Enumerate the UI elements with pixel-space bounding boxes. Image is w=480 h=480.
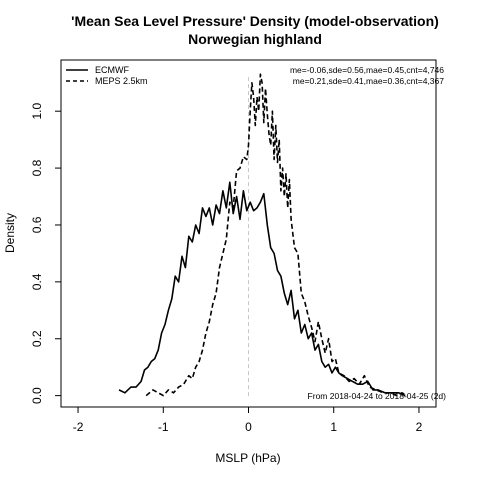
chart-title: 'Mean Sea Level Pressure' Density (model… <box>71 13 439 29</box>
series-layer <box>118 73 408 397</box>
x-tick-label: 1 <box>330 420 337 434</box>
y-tick-label: 0.2 <box>30 330 44 347</box>
x-tick-label: 0 <box>245 420 252 434</box>
stats-meps: me=0.21,sde=0.41,mae=0.36,cnt=4,367 <box>293 76 445 86</box>
stats-ecmwf: me=-0.06,sde=0.56,mae=0.45,cnt=4,746 <box>290 65 444 75</box>
y-axis-label: Density <box>3 213 17 253</box>
x-axis: -2 -1 0 1 2 <box>73 406 423 434</box>
legend-label-ecmwf: ECMWF <box>95 65 129 75</box>
y-tick-label: 0.0 <box>30 387 44 404</box>
y-tick-label: 0.6 <box>30 216 44 233</box>
y-tick-label: 0.4 <box>30 273 44 290</box>
series-line-meps <box>145 73 408 397</box>
date-range-note: From 2018-04-24 to 2018-04-25 (2d) <box>308 391 447 401</box>
y-tick-label: 1.0 <box>30 103 44 120</box>
x-tick-label: 2 <box>416 420 423 434</box>
x-tick-label: -2 <box>73 420 84 434</box>
x-axis-label: MSLP (hPa) <box>215 451 280 465</box>
legend: ECMWF MEPS 2.5km <box>66 65 148 86</box>
chart-subtitle: Norwegian highland <box>188 31 322 47</box>
legend-label-meps: MEPS 2.5km <box>95 76 148 86</box>
y-tick-label: 0.8 <box>30 159 44 176</box>
series-line-ecmwf <box>118 181 406 397</box>
y-axis: 0.0 0.2 0.4 0.6 0.8 1.0 <box>30 103 62 404</box>
x-tick-label: -1 <box>158 420 169 434</box>
